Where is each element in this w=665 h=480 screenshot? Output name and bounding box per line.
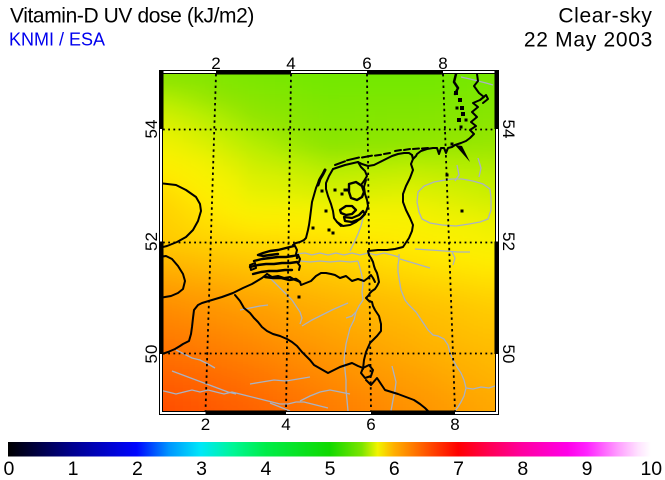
svg-text:52: 52 xyxy=(142,232,161,251)
svg-text:0: 0 xyxy=(3,458,14,480)
svg-text:4: 4 xyxy=(286,54,295,73)
svg-text:8: 8 xyxy=(438,54,447,73)
svg-text:50: 50 xyxy=(499,345,518,364)
svg-text:4: 4 xyxy=(281,415,290,434)
svg-text:1: 1 xyxy=(68,458,79,480)
svg-text:54: 54 xyxy=(499,120,518,139)
svg-text:6: 6 xyxy=(362,54,371,73)
svg-text:4: 4 xyxy=(260,458,271,480)
svg-text:2: 2 xyxy=(201,415,210,434)
svg-text:54: 54 xyxy=(142,120,161,139)
svg-text:50: 50 xyxy=(142,345,161,364)
svg-text:Vitamin-D UV dose (kJ/m2): Vitamin-D UV dose (kJ/m2) xyxy=(10,5,254,28)
svg-text:KNMI / ESA: KNMI / ESA xyxy=(9,30,105,50)
svg-text:Clear-sky: Clear-sky xyxy=(558,5,652,28)
svg-text:10: 10 xyxy=(640,458,662,480)
svg-text:9: 9 xyxy=(582,458,593,480)
svg-text:8: 8 xyxy=(517,458,528,480)
svg-text:8: 8 xyxy=(450,415,459,434)
svg-text:6: 6 xyxy=(389,458,400,480)
svg-text:22 May 2003: 22 May 2003 xyxy=(524,29,653,52)
svg-text:5: 5 xyxy=(325,458,336,480)
svg-text:2: 2 xyxy=(211,54,220,73)
svg-text:3: 3 xyxy=(196,458,207,480)
svg-text:7: 7 xyxy=(453,458,464,480)
svg-text:6: 6 xyxy=(366,415,375,434)
svg-text:52: 52 xyxy=(499,232,518,251)
svg-text:2: 2 xyxy=(132,458,143,480)
